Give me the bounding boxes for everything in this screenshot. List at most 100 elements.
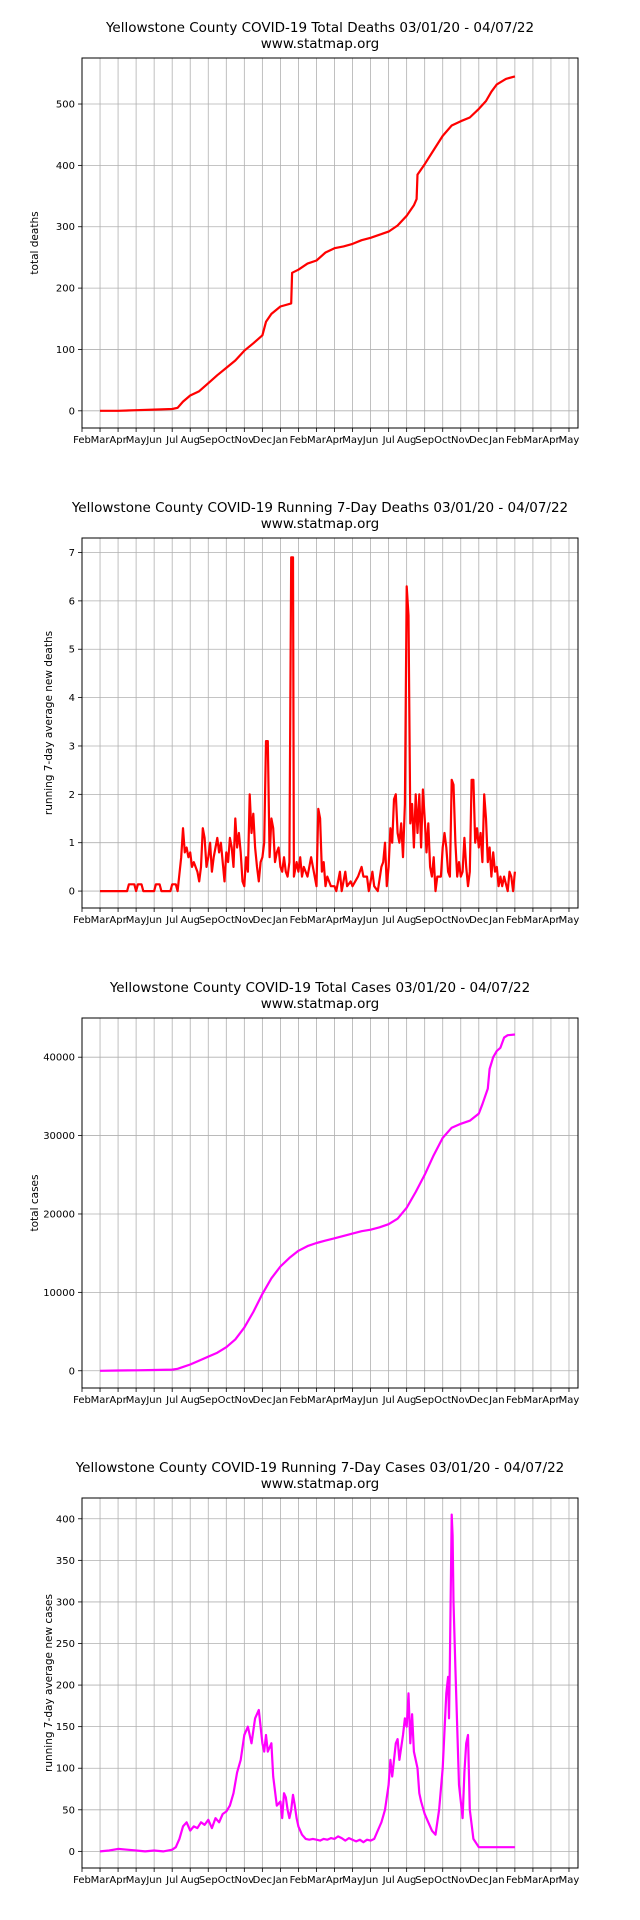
x-tick-label: Oct <box>434 435 451 446</box>
x-tick-label: Feb <box>290 435 308 446</box>
x-tick-label: Oct <box>434 1395 451 1406</box>
x-tick-label: Feb <box>290 915 308 926</box>
chart-title: Yellowstone County COVID-19 Total Deaths… <box>105 20 535 36</box>
x-tick-label: Nov <box>451 435 471 446</box>
x-tick-label: Oct <box>218 915 235 926</box>
chart-subtitle: www.statmap.org <box>260 36 380 52</box>
plot-frame <box>81 1497 579 1869</box>
x-tick-label: Apr <box>109 915 127 926</box>
x-tick-label: Jan <box>488 1875 504 1886</box>
y-tick-label: 400 <box>56 1514 75 1525</box>
y-tick-label: 5 <box>69 645 75 656</box>
x-tick-label: Apr <box>542 1875 560 1886</box>
x-tick-label: Jul <box>165 1395 178 1406</box>
x-tick-label: Aug <box>397 915 417 926</box>
x-tick-label: Aug <box>180 915 200 926</box>
x-tick-label: Mar <box>91 915 111 926</box>
x-tick-label: Mar <box>307 1875 327 1886</box>
y-tick-label: 0 <box>69 406 75 417</box>
x-tick-label: May <box>126 915 147 926</box>
x-tick-label: Mar <box>523 1395 543 1406</box>
total-cases-chart: Yellowstone County COVID-19 Total Cases … <box>0 960 640 1440</box>
x-tick-label: Jun <box>145 1875 162 1886</box>
x-tick-label: Apr <box>109 435 127 446</box>
y-tick-label: 150 <box>56 1722 75 1733</box>
x-tick-label: May <box>342 435 363 446</box>
x-tick-label: Sep <box>199 915 218 926</box>
running-7-day-deaths-chart: Yellowstone County COVID-19 Running 7-Da… <box>0 480 640 960</box>
y-tick-label: 400 <box>56 161 75 172</box>
x-tick-label: Jun <box>362 1395 379 1406</box>
x-tick-label: Nov <box>235 915 255 926</box>
x-tick-label: Mar <box>91 435 111 446</box>
x-tick-label: Nov <box>451 1395 471 1406</box>
y-tick-label: 250 <box>56 1639 75 1650</box>
x-tick-label: Jun <box>362 1875 379 1886</box>
y-tick-label: 350 <box>56 1556 75 1567</box>
x-tick-label: Aug <box>180 1875 200 1886</box>
x-tick-label: Feb <box>506 1875 524 1886</box>
x-tick-label: Dec <box>469 1395 488 1406</box>
y-tick-label: 30000 <box>43 1131 75 1142</box>
x-tick-label: May <box>559 1875 580 1886</box>
x-tick-label: Dec <box>253 1875 272 1886</box>
y-axis-label: running 7-day average new cases <box>43 1594 55 1772</box>
x-tick-label: Jul <box>382 1395 395 1406</box>
x-tick-label: Jun <box>362 435 379 446</box>
x-tick-label: Sep <box>199 435 218 446</box>
x-tick-label: Oct <box>218 435 235 446</box>
x-tick-label: Nov <box>451 915 471 926</box>
x-tick-label: Feb <box>506 915 524 926</box>
x-tick-label: Dec <box>469 1875 488 1886</box>
x-tick-label: Dec <box>469 435 488 446</box>
plot-frame <box>81 57 579 429</box>
x-tick-label: Jan <box>272 915 288 926</box>
y-tick-label: 0 <box>69 1847 75 1858</box>
x-tick-label: Mar <box>307 915 327 926</box>
x-tick-label: Aug <box>180 435 200 446</box>
y-tick-label: 100 <box>56 345 75 356</box>
chart-title: Yellowstone County COVID-19 Total Cases … <box>109 980 531 996</box>
x-tick-label: Jul <box>382 435 395 446</box>
y-tick-label: 300 <box>56 222 75 233</box>
x-tick-label: Sep <box>415 1875 434 1886</box>
x-tick-label: May <box>559 1395 580 1406</box>
x-tick-label: Jun <box>362 915 379 926</box>
x-tick-label: Dec <box>253 915 272 926</box>
x-tick-label: May <box>342 1875 363 1886</box>
chart-subtitle: www.statmap.org <box>260 516 380 532</box>
x-tick-label: Nov <box>451 1875 471 1886</box>
x-tick-label: Aug <box>397 1395 417 1406</box>
y-tick-label: 2 <box>69 790 75 801</box>
x-tick-label: Nov <box>235 435 255 446</box>
x-tick-label: Jun <box>145 1395 162 1406</box>
x-tick-label: Jul <box>382 915 395 926</box>
chart-title: Yellowstone County COVID-19 Running 7-Da… <box>75 1460 565 1476</box>
x-tick-label: Sep <box>199 1395 218 1406</box>
y-axis-label: running 7-day average new deaths <box>43 631 55 815</box>
x-tick-label: Oct <box>218 1875 235 1886</box>
chart-subtitle: www.statmap.org <box>260 996 380 1012</box>
x-tick-label: Sep <box>415 435 434 446</box>
x-tick-label: Apr <box>326 915 344 926</box>
x-tick-label: Jun <box>145 915 162 926</box>
x-tick-label: May <box>342 1395 363 1406</box>
x-tick-label: Feb <box>73 435 91 446</box>
y-tick-label: 100 <box>56 1764 75 1775</box>
x-tick-label: Jan <box>272 1395 288 1406</box>
y-tick-label: 6 <box>69 596 75 607</box>
x-tick-label: Sep <box>415 915 434 926</box>
x-tick-label: Apr <box>109 1875 127 1886</box>
x-tick-label: Feb <box>73 915 91 926</box>
x-tick-label: Oct <box>218 1395 235 1406</box>
chart-subtitle: www.statmap.org <box>260 1476 380 1492</box>
y-tick-label: 10000 <box>43 1288 75 1299</box>
x-tick-label: Sep <box>199 1875 218 1886</box>
y-tick-label: 500 <box>56 100 75 111</box>
x-tick-label: Mar <box>91 1395 111 1406</box>
x-tick-label: Jan <box>272 435 288 446</box>
